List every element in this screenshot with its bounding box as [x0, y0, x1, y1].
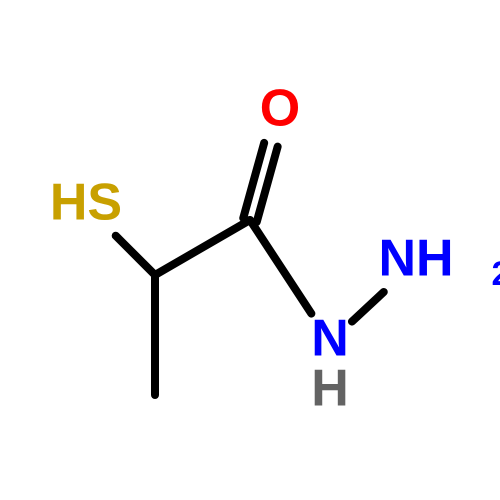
atom-nh2: NH — [378, 230, 453, 288]
atom-nh-h: H — [311, 360, 349, 418]
atom-nh2-sub: 2 — [492, 255, 500, 293]
atom-o: O — [260, 80, 300, 138]
atom-hs: HS — [50, 174, 122, 232]
